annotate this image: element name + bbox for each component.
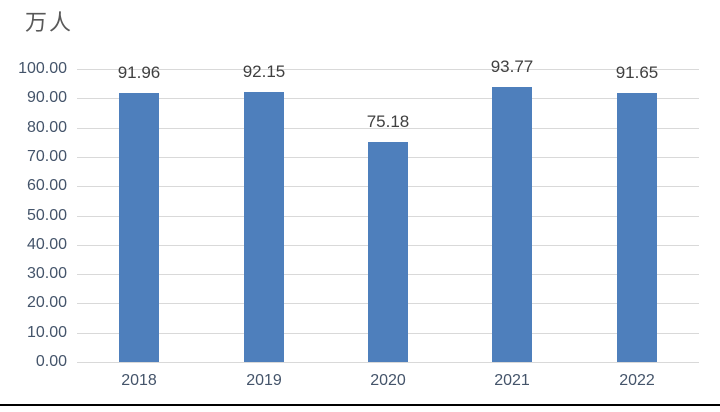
ytick-label: 80.00 bbox=[26, 119, 67, 136]
xtick-label-2022: 2022 bbox=[619, 372, 655, 389]
bar-2021 bbox=[492, 87, 532, 362]
ytick-label: 30.00 bbox=[26, 265, 67, 282]
ytick-label: 90.00 bbox=[26, 89, 67, 106]
gridline-80.00 bbox=[77, 128, 699, 129]
ytick-label: 50.00 bbox=[26, 207, 67, 224]
ytick-label: 60.00 bbox=[26, 177, 67, 194]
gridline-0.00 bbox=[77, 362, 699, 363]
ytick-label: 0.00 bbox=[35, 353, 67, 370]
gridline-100.00 bbox=[77, 69, 699, 70]
ytick-label: 40.00 bbox=[26, 236, 67, 253]
ytick-label: 20.00 bbox=[26, 294, 67, 311]
bar-2019 bbox=[244, 92, 284, 362]
xtick-label-2018: 2018 bbox=[121, 372, 157, 389]
xtick-label-2020: 2020 bbox=[370, 372, 406, 389]
data-label-2019: 92.15 bbox=[242, 62, 286, 81]
bar-2020 bbox=[368, 142, 408, 362]
data-label-2020: 75.18 bbox=[366, 112, 410, 131]
data-label-2021: 93.77 bbox=[490, 57, 534, 76]
data-label-2018: 91.96 bbox=[117, 63, 161, 82]
ytick-label: 70.00 bbox=[26, 148, 67, 165]
bar-2018 bbox=[119, 93, 159, 362]
gridline-90.00 bbox=[77, 98, 699, 99]
xtick-label-2021: 2021 bbox=[494, 372, 530, 389]
bottom-border-rule bbox=[0, 404, 720, 406]
bar-2022 bbox=[617, 93, 657, 362]
ytick-label: 10.00 bbox=[26, 324, 67, 341]
xtick-label-2019: 2019 bbox=[246, 372, 282, 389]
data-label-2022: 91.65 bbox=[615, 63, 659, 82]
ytick-label: 100.00 bbox=[18, 60, 67, 77]
chart-unit-title: 万人 bbox=[25, 10, 74, 35]
